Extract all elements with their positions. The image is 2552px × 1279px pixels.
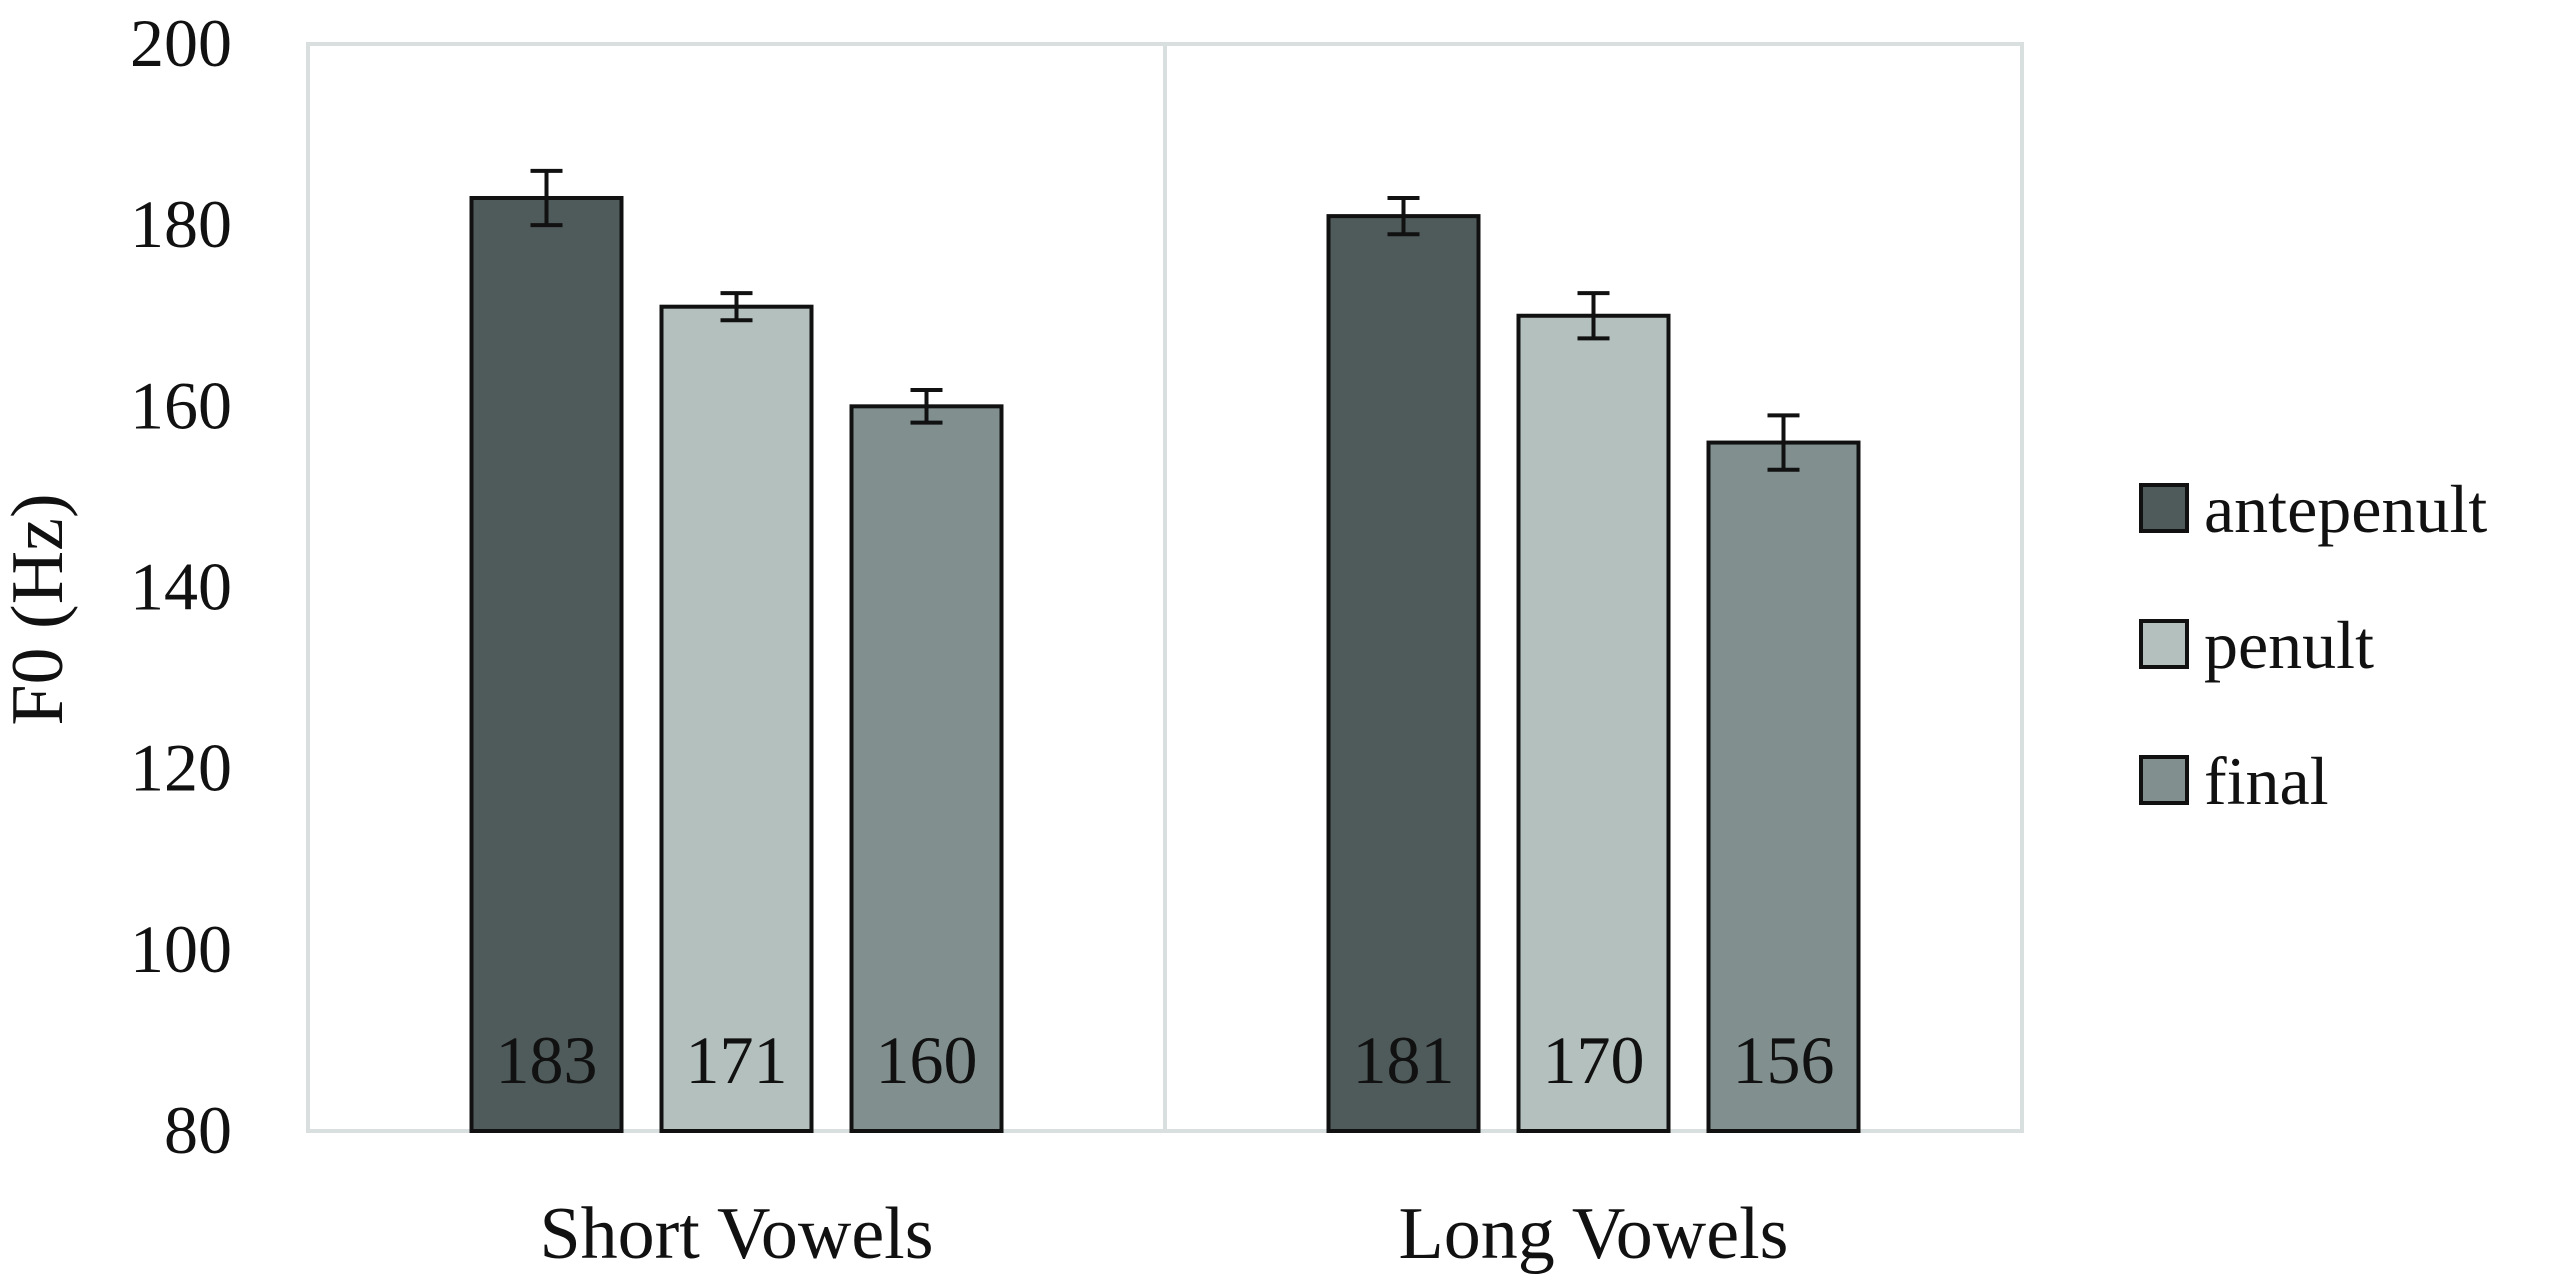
y-tick-label: 120 — [130, 730, 232, 806]
plot-frame — [306, 42, 2024, 1133]
x-category-label: Long Vowels — [1399, 1193, 1789, 1275]
legend-label-antepenult: antepenult — [2204, 471, 2487, 547]
bars: 183 171 160 181 170 156 — [469, 168, 1861, 1134]
data-label: 156 — [1733, 1022, 1835, 1098]
data-label: 160 — [876, 1022, 978, 1098]
legend-swatch-antepenult — [2139, 483, 2189, 533]
y-tick-label: 200 — [130, 5, 232, 81]
bar-final — [1706, 440, 1861, 1134]
legend-label-penult: penult — [2204, 607, 2374, 683]
x-axis: Short Vowels Long Vowels — [539, 1193, 1788, 1275]
legend: antepenult penult final — [2139, 471, 2487, 819]
y-axis-title: F0 (Hz) — [0, 493, 79, 725]
x-category-label: Short Vowels — [539, 1193, 933, 1275]
y-tick-label: 80 — [164, 1092, 232, 1168]
data-label: 181 — [1353, 1022, 1455, 1098]
y-tick-label: 180 — [130, 186, 232, 262]
legend-label-final: final — [2204, 743, 2329, 819]
data-label: 183 — [496, 1022, 598, 1098]
legend-swatch-penult — [2139, 619, 2189, 669]
data-label: 170 — [1543, 1022, 1645, 1098]
bar-antepenult — [469, 195, 624, 1134]
bar-penult — [1516, 313, 1671, 1133]
bar-final — [849, 404, 1004, 1134]
bar-antepenult — [1326, 214, 1481, 1133]
y-tick-label: 160 — [130, 367, 232, 443]
bar-penult — [659, 304, 814, 1134]
y-axis: 80 100 120 140 160 180 200 — [130, 5, 232, 1168]
data-label: 171 — [686, 1022, 788, 1098]
y-tick-label: 100 — [130, 911, 232, 987]
legend-swatch-final — [2139, 755, 2189, 805]
y-tick-label: 140 — [130, 549, 232, 625]
